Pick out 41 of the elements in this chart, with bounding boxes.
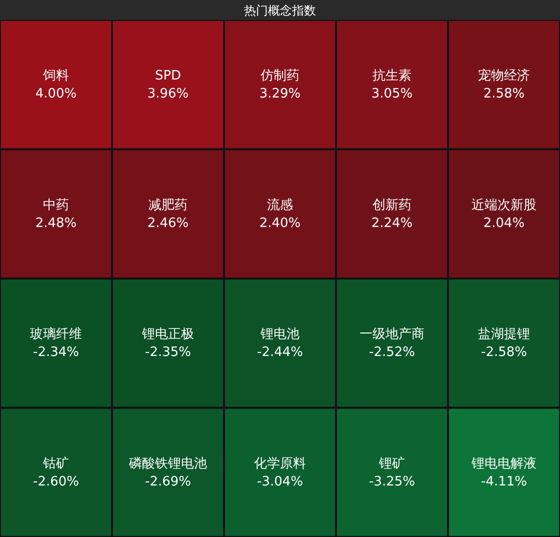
category-label: 化学原料 (254, 456, 306, 472)
category-label: 锂电正极 (141, 327, 194, 342)
data-label: -2.60% (33, 474, 79, 490)
data-label: 2.04% (483, 216, 525, 231)
data-label: -2.34% (33, 345, 79, 360)
category-label: 钴矿 (42, 456, 69, 472)
category-label: 锂电电解液 (470, 456, 536, 472)
data-label: 3.05% (371, 86, 413, 102)
data-label: 2.58% (483, 86, 525, 102)
data-label: 2.48% (35, 216, 77, 231)
data-label: 4.00% (35, 86, 77, 102)
category-label: 饲料 (42, 68, 69, 84)
data-label: 3.29% (259, 86, 301, 102)
data-label: -3.25% (369, 474, 415, 490)
text: 热门概念指数 (244, 3, 316, 18)
category-label: 玻璃纤维 (30, 327, 82, 342)
category-label: 仿制药 (260, 68, 300, 84)
category-label: 宠物经济 (478, 68, 530, 84)
data-label: -2.58% (481, 345, 527, 360)
category-label: 中药 (43, 198, 69, 213)
category-label: 抗生素 (372, 68, 412, 84)
data-label: -4.11% (481, 474, 527, 490)
data-label: -2.69% (145, 474, 191, 490)
category-label: 近端次新股 (472, 198, 536, 213)
data-label: 3.96% (147, 86, 189, 102)
data-label: 2.46% (147, 216, 189, 231)
data-label: -2.35% (145, 345, 191, 360)
category-label: 磷酸铁锂电池 (128, 456, 207, 472)
data-label: 2.40% (259, 216, 301, 231)
data-label: -2.44% (257, 345, 303, 360)
data-label: 2.24% (371, 216, 413, 231)
category-label: 盐湖提锂 (478, 327, 530, 342)
category-label: 减肥药 (148, 198, 188, 213)
category-label: 创新药 (372, 198, 412, 213)
data-label: -2.52% (369, 345, 415, 360)
category-label: 锂矿 (378, 456, 405, 472)
category-label: SPD (154, 68, 182, 84)
category-label: 锂电池 (260, 327, 300, 342)
data-label: -3.04% (257, 474, 303, 490)
category-label: 流感 (267, 196, 293, 213)
category-label: 一级地产商 (360, 327, 424, 342)
